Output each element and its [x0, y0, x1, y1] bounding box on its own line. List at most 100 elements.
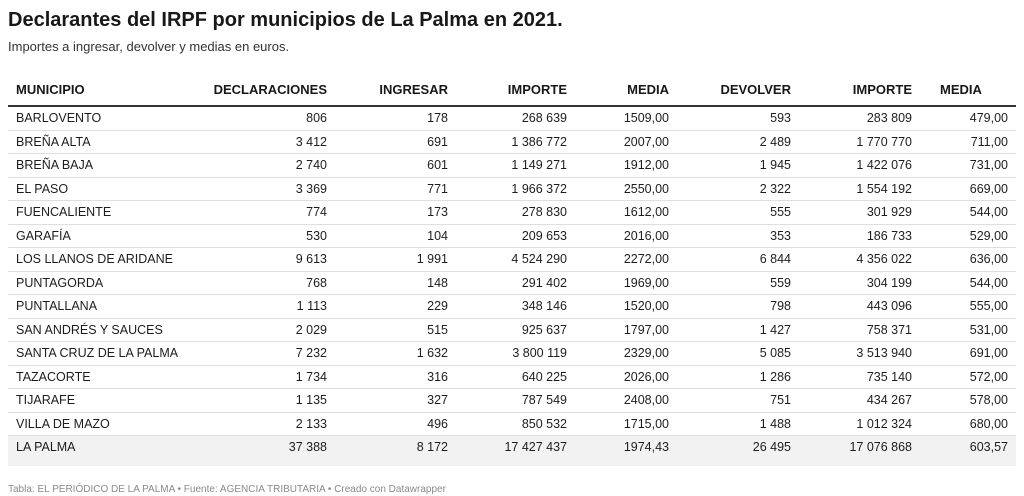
cell-media-devolver: 531,00	[920, 318, 1016, 342]
cell-importe-ingresar: 291 402	[456, 271, 575, 295]
table-row: SANTA CRUZ DE LA PALMA 7 232 1 632 3 800 11…	[8, 341, 1016, 366]
cell-devolver: 353	[677, 224, 799, 248]
cell-declaraciones: 1 113	[168, 294, 335, 319]
irpf-table: MUNICIPIO DECLARACIONES INGRESAR IMPORTE…	[8, 73, 1016, 466]
cell-importe-devolver: 3 513 940	[799, 341, 920, 366]
table-row: PUNTAGORDA 768 148 291 402 1969,00 559 304 199…	[8, 271, 1016, 295]
cell-declaraciones: 3 412	[168, 130, 335, 154]
cell-importe-ingresar: 850 532	[456, 412, 575, 436]
cell-declaraciones: 3 369	[168, 177, 335, 201]
table-row: EL PASO 3 369 771 1 966 372 2550,00 2 322 1 55…	[8, 177, 1016, 201]
cell-municipio: PUNTALLANA	[8, 294, 168, 319]
cell-media-ingresar: 2026,00	[575, 365, 677, 389]
cell-importe-ingresar: 4 524 290	[456, 247, 575, 272]
cell-importe-ingresar: 640 225	[456, 365, 575, 389]
cell-ingresar: 691	[335, 130, 456, 154]
cell-importe-devolver: 301 929	[799, 200, 920, 225]
column-header-ingresar[interactable]: INGRESAR	[335, 73, 456, 107]
padding-cell	[8, 458, 1016, 466]
cell-devolver: 2 489	[677, 130, 799, 154]
cell-ingresar: 178	[335, 106, 456, 131]
cell-media-devolver: 544,00	[920, 271, 1016, 295]
cell-ingresar: 1 632	[335, 341, 456, 366]
cell-media-devolver: 479,00	[920, 106, 1016, 131]
table-bottom-padding	[8, 458, 1016, 466]
cell-municipio: FUENCALIENTE	[8, 200, 168, 225]
cell-devolver: 1 427	[677, 318, 799, 342]
cell-media-ingresar: 1612,00	[575, 200, 677, 225]
cell-importe-devolver: 443 096	[799, 294, 920, 319]
cell-media-devolver: 711,00	[920, 130, 1016, 154]
cell-importe-devolver: 17 076 868	[799, 435, 920, 458]
cell-ingresar: 316	[335, 365, 456, 389]
cell-importe-devolver: 1 012 324	[799, 412, 920, 436]
cell-ingresar: 601	[335, 153, 456, 178]
column-header-municipio[interactable]: MUNICIPIO	[8, 73, 168, 107]
cell-devolver: 1 286	[677, 365, 799, 389]
cell-devolver: 555	[677, 200, 799, 225]
cell-importe-devolver: 735 140	[799, 365, 920, 389]
cell-media-devolver: 680,00	[920, 412, 1016, 436]
table-row: GARAFÍA 530 104 209 653 2016,00 353 186 733 529…	[8, 224, 1016, 248]
cell-devolver: 6 844	[677, 247, 799, 272]
cell-devolver: 1 488	[677, 412, 799, 436]
cell-importe-ingresar: 1 966 372	[456, 177, 575, 201]
cell-importe-devolver: 283 809	[799, 106, 920, 131]
table-footer: Tabla: EL PERIÓDICO DE LA PALMA • Fuente…	[8, 484, 446, 495]
cell-devolver: 5 085	[677, 341, 799, 366]
cell-importe-devolver: 304 199	[799, 271, 920, 295]
column-header-media-devolver[interactable]: MEDIA	[920, 73, 1016, 107]
cell-declaraciones: 2 029	[168, 318, 335, 342]
cell-media-devolver: 555,00	[920, 294, 1016, 319]
cell-media-devolver: 669,00	[920, 177, 1016, 201]
cell-declaraciones: 2 740	[168, 153, 335, 178]
cell-media-ingresar: 2272,00	[575, 247, 677, 272]
table-header-row: MUNICIPIO DECLARACIONES INGRESAR IMPORTE…	[8, 73, 1016, 107]
cell-media-devolver: 731,00	[920, 153, 1016, 178]
cell-declaraciones: 768	[168, 271, 335, 295]
cell-media-ingresar: 2007,00	[575, 130, 677, 154]
cell-declaraciones: 774	[168, 200, 335, 225]
cell-importe-ingresar: 1 149 271	[456, 153, 575, 178]
column-header-media-ingresar[interactable]: MEDIA	[575, 73, 677, 107]
table-row: FUENCALIENTE 774 173 278 830 1612,00 555 301 9…	[8, 200, 1016, 225]
cell-ingresar: 148	[335, 271, 456, 295]
cell-media-devolver: 572,00	[920, 365, 1016, 389]
cell-importe-ingresar: 17 427 437	[456, 435, 575, 458]
cell-importe-ingresar: 787 549	[456, 388, 575, 413]
cell-media-ingresar: 2329,00	[575, 341, 677, 366]
cell-importe-ingresar: 268 639	[456, 106, 575, 131]
cell-importe-ingresar: 1 386 772	[456, 130, 575, 154]
cell-municipio: BREÑA ALTA	[8, 130, 168, 154]
column-header-importe-devolver[interactable]: IMPORTE	[799, 73, 920, 107]
cell-importe-devolver: 758 371	[799, 318, 920, 342]
cell-municipio: BARLOVENTO	[8, 106, 168, 131]
table-row: SAN ANDRÉS Y SAUCES 2 029 515 925 637 1797,0…	[8, 318, 1016, 342]
table-row: PUNTALLANA 1 113 229 348 146 1520,00 798 443 0…	[8, 294, 1016, 319]
cell-ingresar: 771	[335, 177, 456, 201]
column-header-declaraciones[interactable]: DECLARACIONES	[168, 73, 335, 107]
cell-media-devolver: 603,57	[920, 435, 1016, 458]
cell-ingresar: 229	[335, 294, 456, 319]
cell-municipio: GARAFÍA	[8, 224, 168, 248]
column-header-importe-ingresar[interactable]: IMPORTE	[456, 73, 575, 107]
cell-media-ingresar: 1974,43	[575, 435, 677, 458]
cell-media-ingresar: 1797,00	[575, 318, 677, 342]
table-body: BARLOVENTO 806 178 268 639 1509,00 593 283 809…	[8, 106, 1016, 466]
table-row: BARLOVENTO 806 178 268 639 1509,00 593 283 809…	[8, 106, 1016, 131]
cell-ingresar: 104	[335, 224, 456, 248]
table-row: TIJARAFE 1 135 327 787 549 2408,00 751 434 267…	[8, 388, 1016, 413]
cell-importe-devolver: 1 422 076	[799, 153, 920, 178]
table-row: LOS LLANOS DE ARIDANE 9 613 1 991 4 524 290…	[8, 247, 1016, 272]
page-title: Declarantes del IRPF por municipios de L…	[8, 9, 563, 31]
cell-media-devolver: 691,00	[920, 341, 1016, 366]
cell-ingresar: 1 991	[335, 247, 456, 272]
cell-municipio: LOS LLANOS DE ARIDANE	[8, 247, 173, 272]
cell-media-devolver: 544,00	[920, 200, 1016, 225]
column-header-devolver[interactable]: DEVOLVER	[677, 73, 799, 107]
cell-devolver: 26 495	[677, 435, 799, 458]
cell-devolver: 559	[677, 271, 799, 295]
cell-media-ingresar: 1509,00	[575, 106, 677, 131]
cell-ingresar: 327	[335, 388, 456, 413]
